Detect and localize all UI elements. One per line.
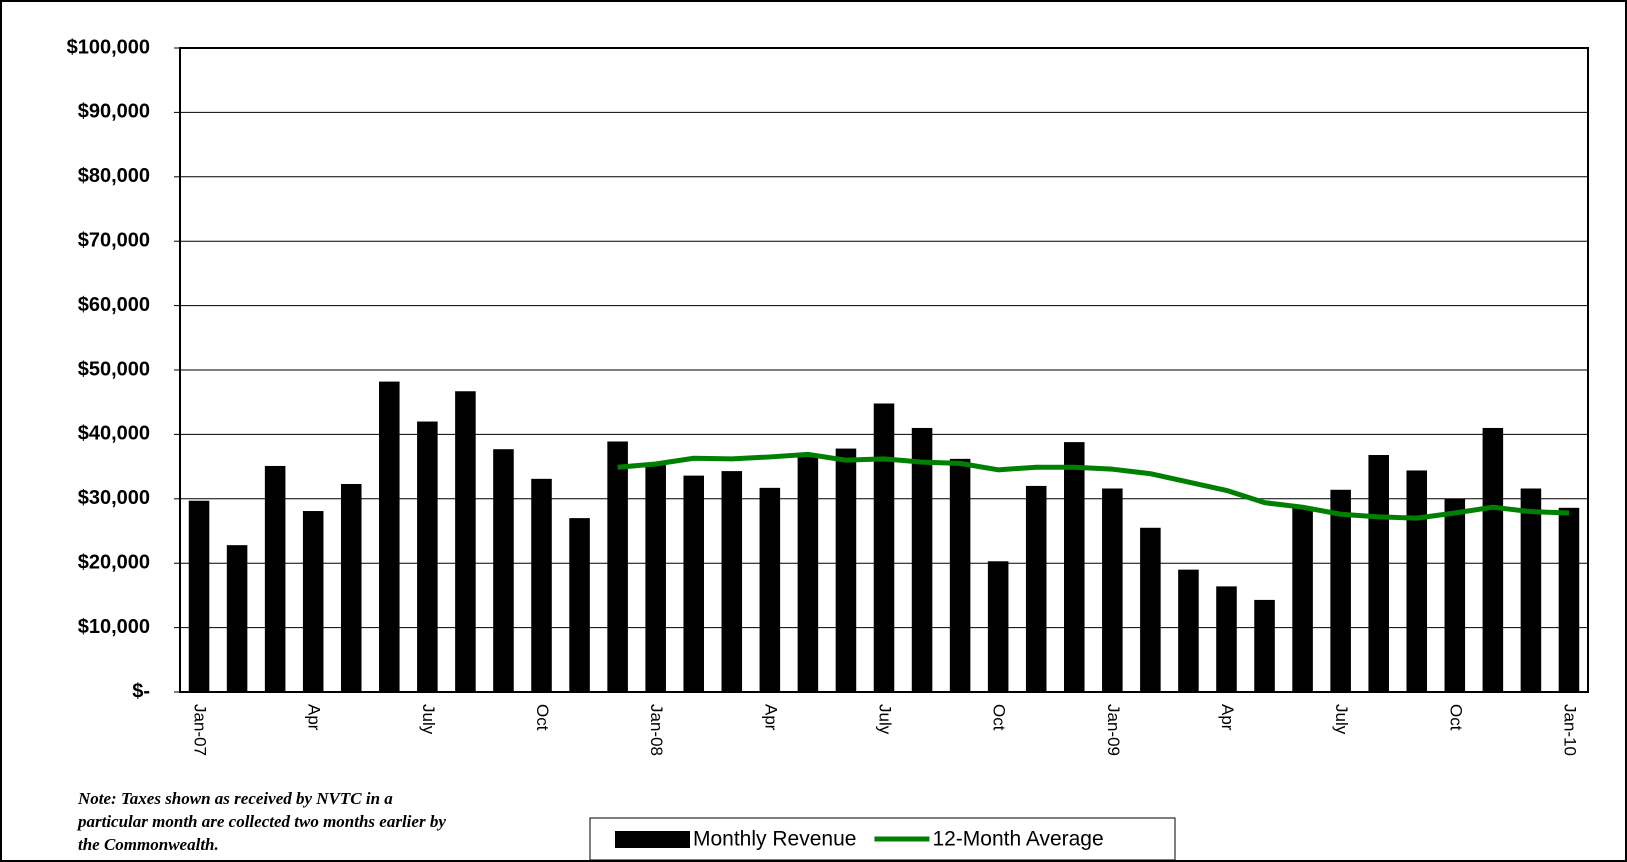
note: Note: Taxes shown as received by NVTC in… — [76, 789, 446, 854]
bar — [1025, 485, 1047, 692]
bar — [302, 511, 324, 692]
bar — [1520, 488, 1542, 692]
bar — [949, 458, 971, 692]
bar — [645, 463, 666, 692]
y-tick-label: $30,000 — [78, 487, 150, 509]
y-tick-label: $10,000 — [78, 616, 150, 638]
y-tick-label: $50,000 — [78, 358, 150, 380]
y-tick-label: $80,000 — [78, 165, 150, 187]
x-tick-label: Oct — [533, 704, 552, 731]
bar — [607, 441, 628, 692]
bar — [1102, 488, 1123, 692]
y-tick-label: $100,000 — [67, 36, 150, 58]
bar — [759, 487, 781, 692]
bar — [911, 427, 933, 692]
x-tick-label: Oct — [990, 704, 1009, 731]
legend-label: 12-Month Average — [932, 828, 1103, 851]
bar — [1406, 470, 1428, 692]
bar — [417, 421, 438, 692]
bar — [340, 483, 362, 692]
bar — [226, 545, 248, 692]
x-tick-label: Jan-10 — [1560, 704, 1579, 756]
x-tick-label: Apr — [761, 704, 780, 731]
y-tick-label: $90,000 — [78, 101, 150, 123]
bar — [1292, 506, 1313, 692]
bar — [1330, 489, 1351, 692]
bar — [493, 449, 514, 692]
bar — [721, 471, 743, 692]
bar — [987, 561, 1009, 692]
legend-label: Monthly Revenue — [693, 828, 856, 851]
bar — [1140, 527, 1161, 692]
bar — [1063, 442, 1085, 692]
x-tick-label: Apr — [305, 704, 324, 731]
bar — [379, 381, 400, 692]
x-tick-label: July — [876, 704, 895, 735]
bar — [569, 518, 590, 692]
bar — [264, 465, 286, 692]
y-tick-label: $70,000 — [78, 229, 150, 251]
bar — [1558, 507, 1580, 692]
x-tick-label: Oct — [1446, 704, 1465, 731]
legend-swatch — [615, 831, 690, 848]
bar — [1444, 498, 1466, 692]
x-tick-label: Jan-07 — [191, 704, 210, 756]
y-tick-label: $- — [132, 680, 150, 702]
bar — [188, 500, 210, 692]
average-line — [617, 451, 1570, 521]
y-tick-label: $20,000 — [78, 551, 150, 573]
bar — [835, 448, 857, 692]
x-tick-label: July — [419, 704, 438, 735]
y-tick-label: $60,000 — [78, 294, 150, 316]
bar — [1368, 455, 1389, 692]
bar — [1216, 586, 1237, 692]
x-tick-label: Apr — [1218, 704, 1237, 731]
bar — [1482, 427, 1504, 692]
x-tick-label: July — [1332, 704, 1351, 735]
x-tick-label: Jan-09 — [1104, 704, 1123, 756]
bar — [531, 478, 552, 692]
bar — [873, 403, 895, 692]
bar — [1178, 569, 1199, 692]
bar — [1254, 599, 1275, 692]
bar — [455, 391, 476, 692]
bar — [797, 455, 819, 692]
bar — [683, 475, 705, 692]
y-tick-label: $40,000 — [78, 423, 150, 445]
x-tick-label: Jan-08 — [647, 704, 666, 756]
